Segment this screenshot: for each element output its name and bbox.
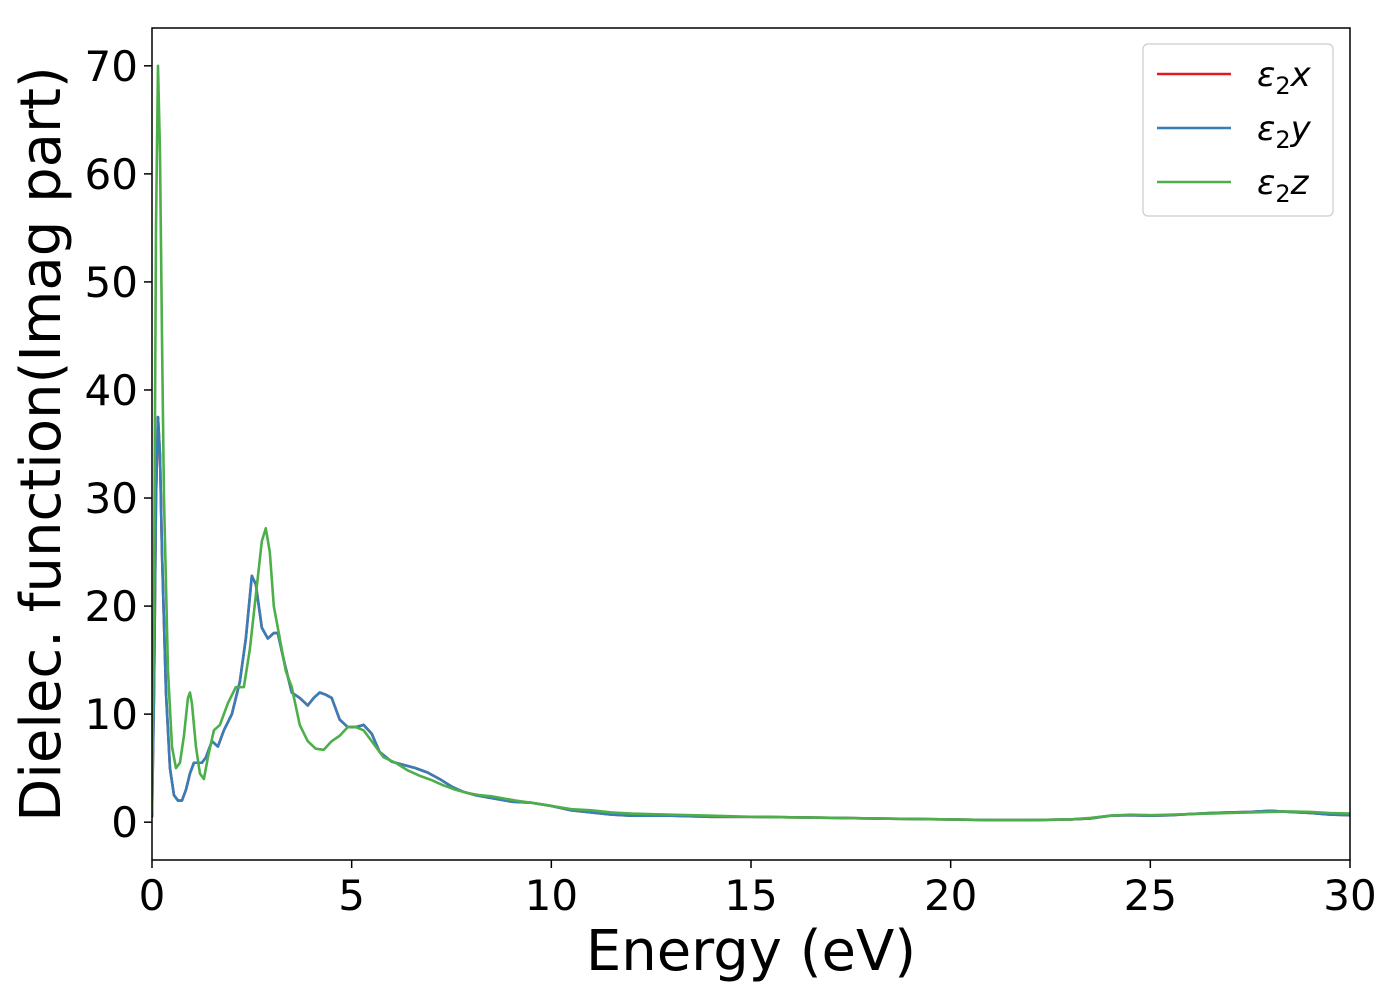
legend-label-x: ε2x xyxy=(1257,55,1312,100)
y-axis: 0 10 20 30 40 50 60 70 xyxy=(85,42,152,847)
x-tick-label: 25 xyxy=(1124,871,1177,920)
x-tick-label: 20 xyxy=(924,871,977,920)
x-tick-label: 0 xyxy=(139,871,166,920)
x-axis: 0 5 10 15 20 25 30 xyxy=(139,860,1377,920)
y-tick-label: 40 xyxy=(85,366,138,415)
x-tick-label: 10 xyxy=(525,871,578,920)
y-tick-label: 0 xyxy=(111,798,138,847)
series-line-z xyxy=(152,64,1350,822)
legend-label-y: ε2y xyxy=(1257,109,1312,154)
y-tick-label: 70 xyxy=(85,42,138,91)
y-tick-label: 20 xyxy=(85,582,138,631)
y-tick-label: 10 xyxy=(85,690,138,739)
legend: ε2x ε2y ε2z xyxy=(1142,43,1334,217)
y-axis-label: Dielec. function(Imag part) xyxy=(9,66,74,822)
legend-label-z: ε2z xyxy=(1257,163,1310,208)
x-axis-label: Energy (eV) xyxy=(586,919,916,984)
x-tick-label: 30 xyxy=(1323,871,1376,920)
plot-area xyxy=(152,64,1350,822)
x-tick-label: 15 xyxy=(724,871,777,920)
y-tick-label: 50 xyxy=(85,258,138,307)
y-tick-label: 30 xyxy=(85,474,138,523)
x-tick-label: 5 xyxy=(338,871,365,920)
y-tick-label: 60 xyxy=(85,150,138,199)
legend-box xyxy=(1142,43,1334,217)
